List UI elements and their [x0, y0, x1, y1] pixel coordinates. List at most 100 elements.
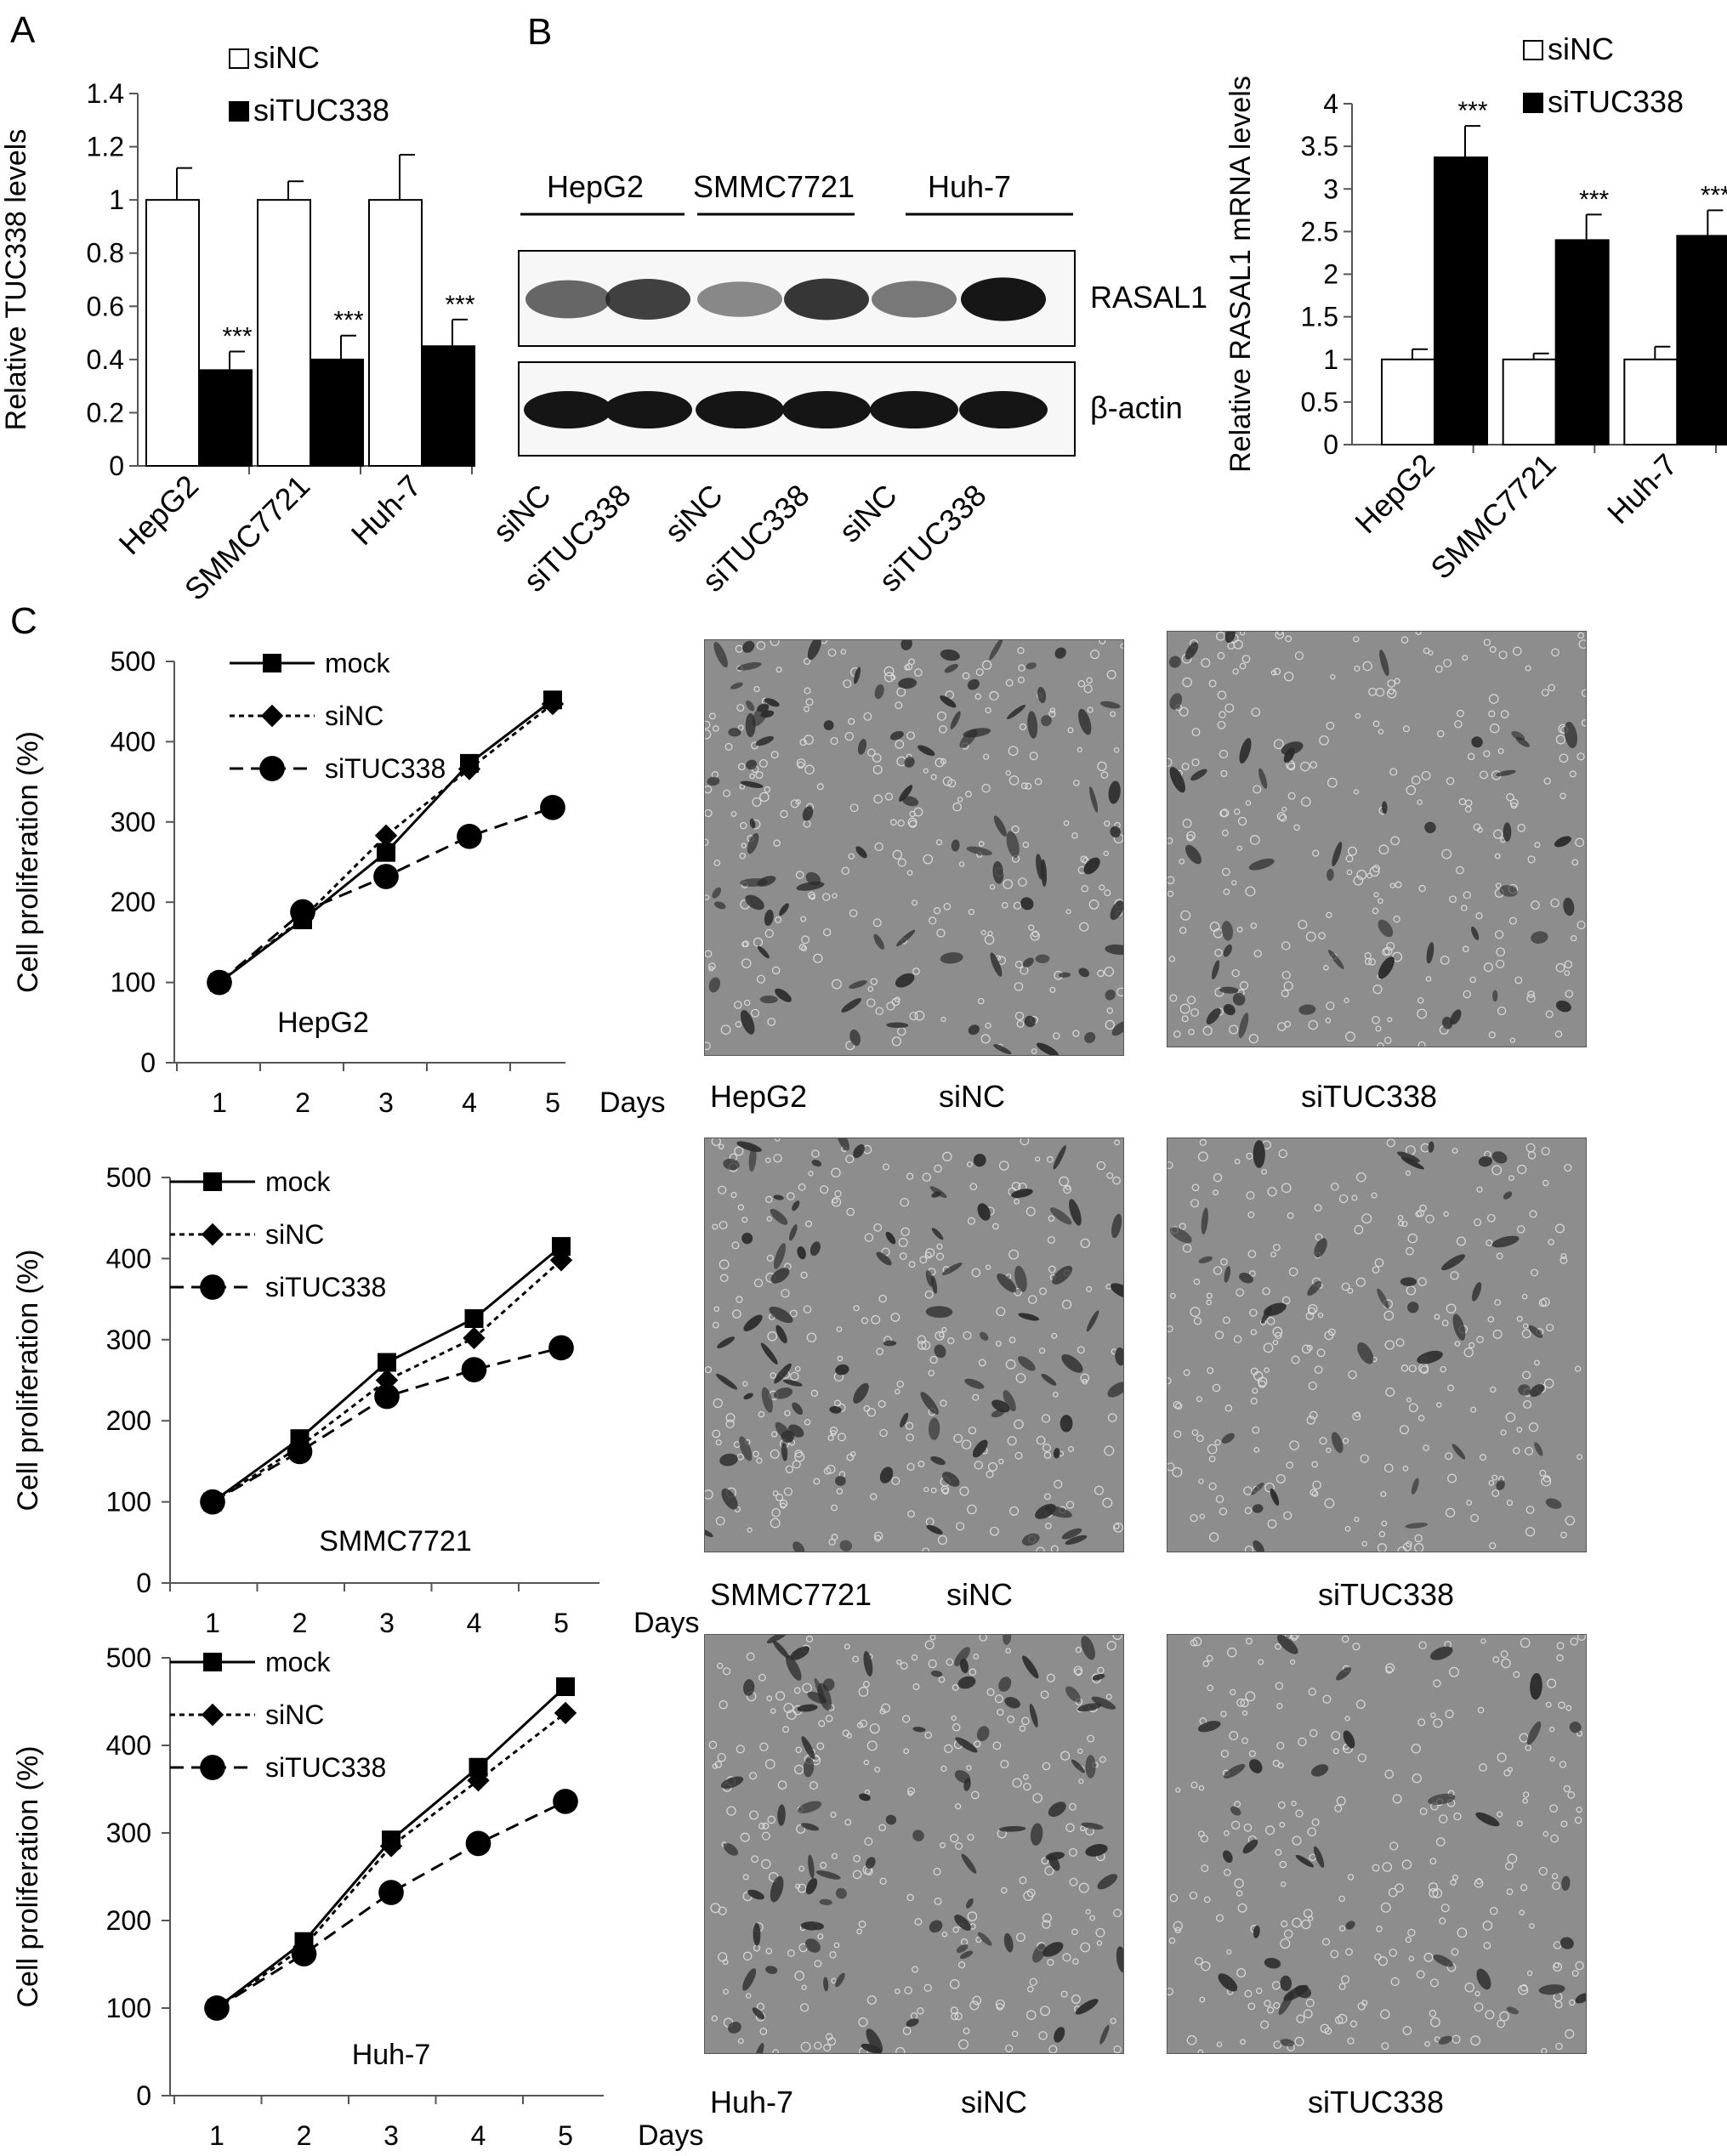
migrated-cell	[757, 945, 770, 959]
pore-dot	[1576, 1454, 1583, 1461]
pore-dot	[1273, 2040, 1282, 2050]
pore-dot	[773, 1154, 782, 1163]
pore-dot	[1110, 2017, 1116, 2024]
pore-dot	[1107, 1413, 1117, 1422]
pore-dot	[1488, 710, 1496, 718]
pore-dot	[1402, 725, 1410, 733]
pore-dot	[908, 1261, 916, 1268]
chart-c3-legend-label: siTUC338	[265, 1752, 386, 1783]
pore-dot	[810, 1389, 819, 1397]
pore-dot	[1406, 1397, 1412, 1403]
pore-dot	[1173, 1030, 1181, 1038]
pore-dot	[1250, 1367, 1258, 1376]
pore-dot	[803, 1305, 812, 1313]
migrated-cell	[989, 640, 1003, 661]
pore-dot	[836, 1488, 844, 1495]
pore-dot	[1073, 1665, 1083, 1676]
migrated-cell	[1270, 1488, 1280, 1506]
pore-dot	[890, 1313, 900, 1322]
chart-a-bar-situc338	[198, 369, 253, 467]
pore-dot	[1353, 636, 1360, 643]
pore-dot	[1078, 1882, 1089, 1893]
pore-dot	[1197, 2049, 1204, 2053]
migrated-cell	[1499, 885, 1518, 897]
pore-dot	[759, 2028, 768, 2035]
migrated-cell	[761, 1387, 773, 1413]
migrated-cell	[1242, 1839, 1258, 1854]
pore-dot	[1236, 845, 1242, 851]
pore-dot	[1480, 1638, 1486, 1644]
micro-row3-cell-label: Huh-7	[710, 2085, 793, 2119]
pore-dot	[1301, 1919, 1311, 1930]
pore-dot	[800, 916, 807, 922]
pore-dot	[798, 1865, 805, 1872]
pore-dot	[1075, 1647, 1082, 1654]
pore-dot	[1408, 1365, 1417, 1373]
pore-dot	[747, 1527, 753, 1533]
blot-band-label-actin: β-actin	[1090, 390, 1183, 425]
pore-dot	[1203, 1896, 1211, 1904]
migrated-cell	[1554, 836, 1571, 848]
pore-dot	[1387, 679, 1396, 688]
pore-dot	[960, 1938, 969, 1946]
pore-dot	[1395, 881, 1402, 888]
migrated-cell	[1042, 1942, 1064, 1957]
pore-dot	[1395, 1883, 1404, 1892]
pore-dot	[1191, 1183, 1200, 1192]
chart-b-y-tick-label: 0	[1323, 429, 1338, 460]
pore-dot	[719, 1274, 729, 1283]
pore-dot	[923, 1487, 929, 1493]
pore-dot	[1216, 2041, 1223, 2047]
pore-dot	[1081, 885, 1088, 893]
pore-dot	[1565, 2028, 1575, 2039]
migrated-cell	[1110, 900, 1123, 921]
pore-dot	[1463, 990, 1472, 999]
chart-c3-point-situc338	[291, 1941, 317, 1966]
pore-dot	[870, 978, 878, 985]
pore-dot	[1457, 1927, 1468, 1938]
pore-dot	[929, 1635, 936, 1641]
pore-dot	[1538, 1866, 1548, 1876]
migrated-cell	[713, 901, 726, 910]
pore-dot	[1428, 1882, 1438, 1892]
pore-dot	[1090, 650, 1100, 660]
pore-dot	[1276, 632, 1283, 636]
pore-dot	[1190, 1781, 1198, 1789]
chart-c3-point-sinc	[467, 1769, 490, 1792]
pore-dot	[1357, 1753, 1366, 1762]
pore-dot	[1283, 1511, 1292, 1520]
pore-dot	[1354, 1517, 1360, 1523]
pore-dot	[952, 1684, 959, 1691]
pore-dot	[1265, 1825, 1275, 1835]
pore-dot	[1179, 858, 1185, 865]
pore-dot	[732, 1309, 741, 1319]
chart-c3-line-situc338	[216, 1800, 566, 2010]
chart-c1-legend-label: siTUC338	[325, 753, 446, 784]
pore-dot	[1548, 1727, 1555, 1733]
pore-dot	[1421, 770, 1431, 780]
pore-dot	[891, 1036, 902, 1047]
pore-dot	[1322, 1694, 1332, 1704]
pore-dot	[1405, 1937, 1412, 1943]
pore-dot	[814, 1960, 822, 1968]
pore-dot	[1294, 651, 1304, 661]
pore-dot	[775, 1493, 784, 1501]
migrated-cell	[883, 1340, 897, 1347]
pore-dot	[1497, 2019, 1506, 2028]
pore-dot	[1071, 832, 1078, 839]
pore-dot	[799, 738, 807, 746]
pore-dot	[1252, 1426, 1260, 1434]
pore-dot	[1564, 960, 1573, 969]
migrated-cell	[1065, 1686, 1081, 1703]
pore-dot	[1237, 816, 1247, 826]
pore-dot	[711, 2015, 718, 2022]
pore-dot	[867, 986, 874, 992]
pore-dot	[1196, 1434, 1204, 1443]
migrated-cell	[805, 871, 821, 886]
pore-dot	[800, 2003, 810, 2012]
pore-dot	[1352, 1412, 1361, 1421]
pore-dot	[767, 1815, 776, 1824]
pore-dot	[829, 1951, 837, 1959]
chart-c1-cell-line-label: HepG2	[277, 1007, 369, 1039]
pore-dot	[1206, 1654, 1213, 1662]
